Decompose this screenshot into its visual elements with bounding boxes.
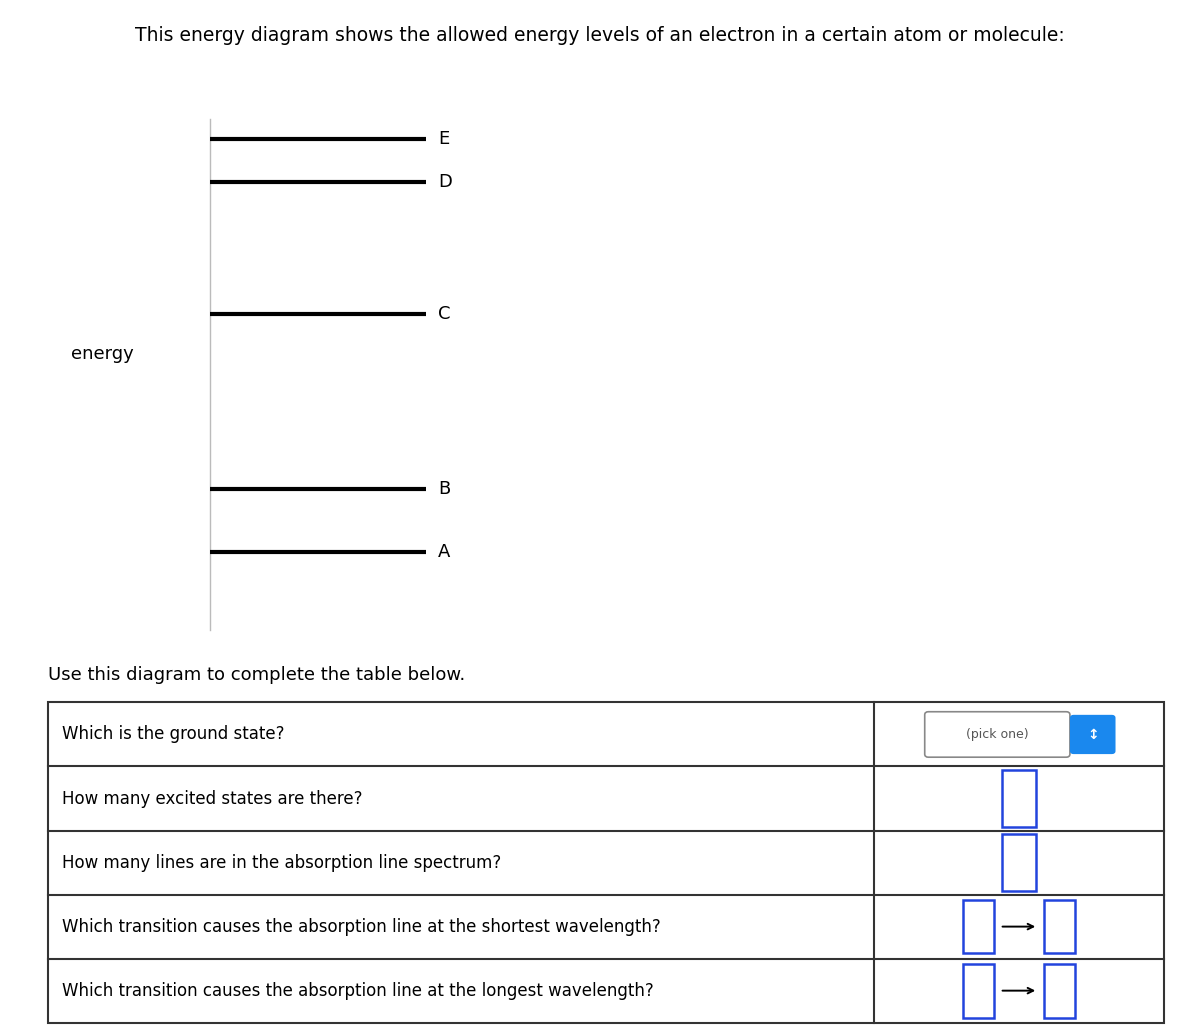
Text: (pick one): (pick one) bbox=[966, 728, 1028, 741]
Bar bbox=[1002, 835, 1036, 890]
Text: D: D bbox=[438, 173, 452, 191]
Text: E: E bbox=[438, 130, 449, 148]
FancyBboxPatch shape bbox=[925, 712, 1070, 757]
Text: This energy diagram shows the allowed energy levels of an electron in a certain : This energy diagram shows the allowed en… bbox=[136, 26, 1064, 44]
Bar bbox=[962, 900, 994, 953]
Text: How many lines are in the absorption line spectrum?: How many lines are in the absorption lin… bbox=[62, 853, 502, 872]
Text: energy: energy bbox=[71, 345, 133, 363]
Bar bbox=[962, 964, 994, 1018]
Text: C: C bbox=[438, 305, 450, 322]
Text: Use this diagram to complete the table below.: Use this diagram to complete the table b… bbox=[48, 666, 466, 684]
Text: A: A bbox=[438, 542, 450, 561]
Text: Which is the ground state?: Which is the ground state? bbox=[62, 725, 284, 744]
Text: Which transition causes the absorption line at the shortest wavelength?: Which transition causes the absorption l… bbox=[62, 917, 661, 936]
Bar bbox=[1044, 900, 1075, 953]
FancyBboxPatch shape bbox=[1070, 715, 1116, 754]
Text: B: B bbox=[438, 479, 450, 498]
Text: How many excited states are there?: How many excited states are there? bbox=[62, 789, 362, 808]
Text: Which transition causes the absorption line at the longest wavelength?: Which transition causes the absorption l… bbox=[62, 981, 654, 1000]
Bar bbox=[48, 702, 1164, 1023]
Bar bbox=[1044, 964, 1075, 1018]
Text: ↕: ↕ bbox=[1087, 727, 1098, 742]
Bar bbox=[1002, 771, 1036, 826]
